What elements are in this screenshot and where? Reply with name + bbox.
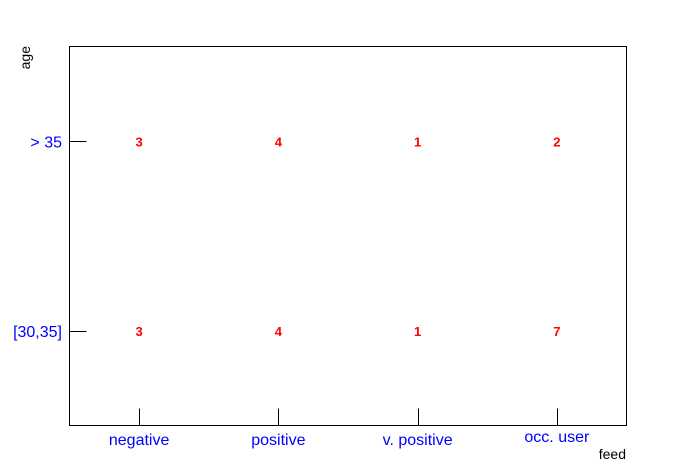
cell-values: 3 4 1 2 3 4 1 7 (136, 134, 561, 339)
x-axis-ticks (139, 408, 558, 426)
x-tick-label: positive (251, 432, 305, 449)
y-tick-label: [30,35] (13, 324, 62, 341)
x-tick-label: occ. user (524, 429, 590, 446)
cell-value: 1 (414, 324, 421, 339)
y-axis-tick-labels: [30,35] > 35 (13, 134, 62, 341)
x-axis-tick-labels: negative positive v. positive occ. user (109, 429, 590, 449)
y-axis-title: age (17, 46, 33, 70)
cell-value: 4 (275, 324, 283, 339)
cell-value: 1 (414, 134, 421, 149)
plot-frame (69, 46, 627, 426)
cell-value: 7 (553, 324, 560, 339)
cell-value: 3 (136, 134, 143, 149)
x-axis-title: feed (599, 446, 626, 462)
y-axis-ticks (69, 141, 87, 332)
x-tick-label: negative (109, 432, 170, 449)
cell-value: 2 (553, 134, 560, 149)
x-tick-label: v. positive (383, 432, 453, 449)
y-tick-label: > 35 (30, 134, 62, 151)
cell-value: 3 (136, 324, 143, 339)
cell-value: 4 (275, 134, 283, 149)
